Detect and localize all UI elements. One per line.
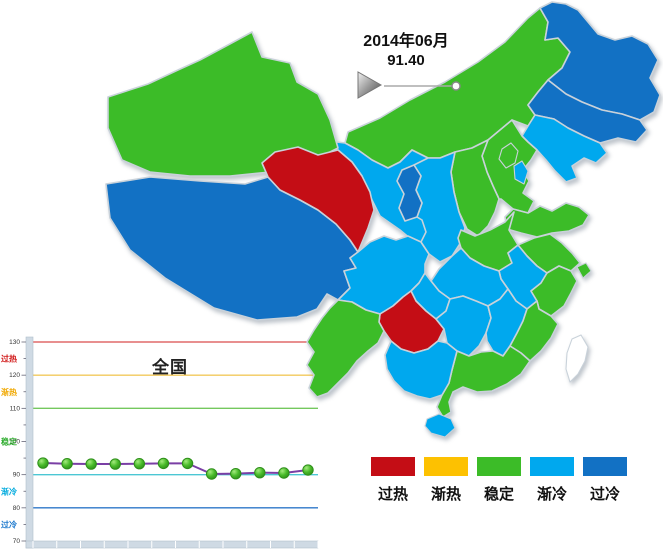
legend-swatch-overheat: [371, 457, 415, 476]
province-guangxi[interactable]: [384, 340, 458, 400]
legend-label: 渐热: [430, 486, 461, 503]
trend-marker[interactable]: [230, 467, 242, 480]
legend-item-warming[interactable]: 渐热: [424, 457, 468, 504]
province-hainan[interactable]: [424, 413, 456, 438]
trend-marker[interactable]: [61, 458, 73, 470]
zone-label: 过冷: [1, 519, 17, 529]
legend-swatch-stable: [477, 457, 521, 476]
province-yunnan[interactable]: [306, 299, 385, 398]
province-qinghai[interactable]: [261, 146, 375, 253]
trend-marker[interactable]: [278, 467, 290, 479]
province-beijing[interactable]: [498, 142, 519, 169]
zone-label: 稳定: [1, 437, 17, 447]
province-heilongjiang[interactable]: [539, 1, 661, 121]
province-guangdong[interactable]: [436, 345, 531, 418]
province-hunan[interactable]: [435, 295, 492, 357]
y-tick-label: 120: [9, 372, 20, 379]
current-period-label: 2014年06月: [363, 33, 449, 50]
trend-marker[interactable]: [181, 457, 194, 470]
timeline-slider[interactable]: [381, 76, 465, 96]
legend-swatch-warming: [424, 457, 468, 476]
timeline-header: 2014年06月 91.40: [340, 27, 472, 69]
legend-label: 过冷: [589, 486, 620, 503]
current-value-label: 91.40: [387, 52, 425, 69]
y-tick-label: 90: [13, 472, 21, 479]
legend-label: 过热: [377, 486, 408, 503]
legend-item-stable[interactable]: 稳定: [477, 457, 521, 504]
legend-item-cooling[interactable]: 渐冷: [530, 457, 574, 504]
zone-label: 渐热: [1, 387, 17, 397]
trend-marker[interactable]: [157, 457, 170, 470]
map-legend: 过热 渐热 稳定 渐冷 过冷: [371, 457, 627, 504]
province-fujian[interactable]: [509, 300, 559, 362]
province-tianjin[interactable]: [513, 160, 529, 185]
trend-chart: 130 120 110 100 90 80 70 过热渐热稳定渐冷过冷: [0, 335, 330, 559]
legend-label: 渐冷: [536, 486, 567, 503]
province-shandong[interactable]: [504, 202, 590, 238]
province-shanghai[interactable]: [576, 262, 592, 279]
trend-marker[interactable]: [254, 466, 266, 479]
slider-handle[interactable]: [451, 81, 461, 91]
y-tick-label: 80: [13, 505, 21, 512]
y-tick-label: 110: [10, 405, 21, 412]
legend-item-overheat[interactable]: 过热: [371, 457, 415, 504]
play-icon: [357, 71, 383, 99]
play-button[interactable]: [355, 69, 385, 99]
trend-marker[interactable]: [109, 458, 121, 470]
province-zhejiang[interactable]: [530, 265, 578, 317]
trend-marker[interactable]: [302, 464, 314, 476]
zone-label: 渐冷: [1, 486, 17, 496]
y-tick-label: 100: [9, 439, 20, 446]
trend-chart-title: 全国: [152, 358, 188, 377]
legend-item-overcool[interactable]: 过冷: [583, 457, 627, 504]
trend-marker[interactable]: [205, 468, 218, 480]
zone-label: 过热: [1, 354, 17, 364]
y-tick-label: 130: [9, 339, 20, 346]
trend-marker[interactable]: [85, 458, 97, 470]
province-jilin[interactable]: [527, 79, 648, 144]
trend-marker[interactable]: [37, 457, 49, 469]
legend-swatch-overcool: [583, 457, 627, 476]
province-xinjiang[interactable]: [107, 31, 339, 177]
y-tick-label: 70: [13, 538, 21, 545]
province-taiwan[interactable]: [565, 334, 589, 383]
trend-marker[interactable]: [133, 458, 146, 470]
legend-label: 稳定: [483, 486, 514, 503]
province-ningxia[interactable]: [396, 164, 423, 222]
legend-swatch-cooling: [530, 457, 574, 476]
